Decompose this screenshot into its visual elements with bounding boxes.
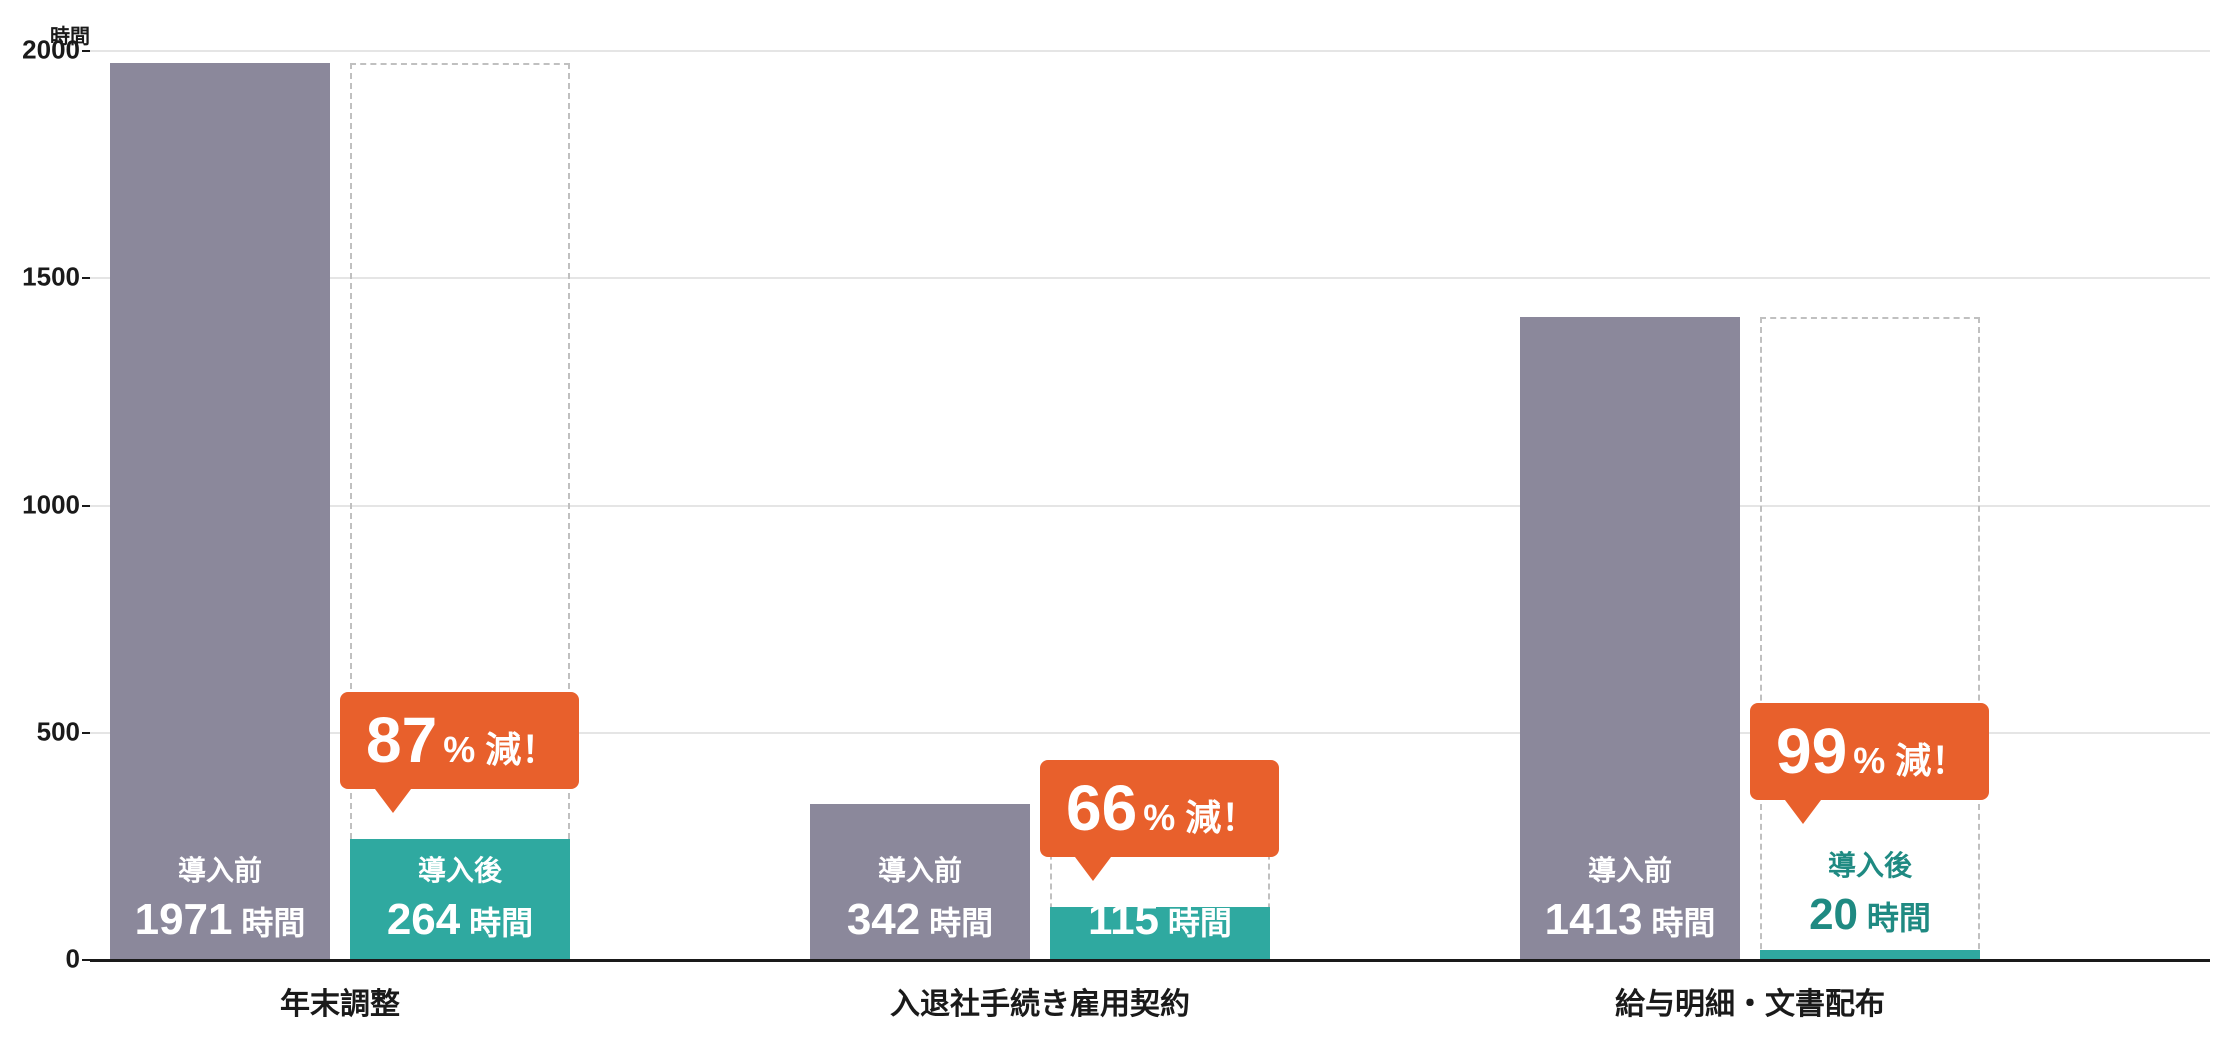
x-axis-label: 給与明細・文書配布 (1520, 979, 1980, 1023)
x-axis-label: 年末調整 (110, 979, 570, 1023)
bar-after-label: 導入後 264 時間 (350, 849, 570, 945)
bar-before-label: 導入前 1971 時間 (110, 849, 330, 945)
y-tick-label: 500 (37, 716, 80, 747)
y-tick-label: 1500 (22, 262, 80, 293)
bar-before-title: 導入前 (110, 849, 330, 889)
bar-before-title: 導入前 (1520, 849, 1740, 889)
bar-before-value: 1413 時間 (1520, 895, 1740, 945)
reduction-callout: 99% 減！ (1750, 703, 1989, 800)
bar-after-value: 20 時間 (1760, 890, 1980, 940)
y-tick-label: 1000 (22, 489, 80, 520)
bar-before-value: 342 時間 (810, 895, 1030, 945)
bar-before-value: 1971 時間 (110, 895, 330, 945)
y-tick-mark (82, 277, 90, 279)
bar-before-title: 導入前 (810, 849, 1030, 889)
plot-area: 0500100015002000導入前1971 時間導入後264 時間87% 減… (90, 50, 2210, 962)
bar-after-value: 115 時間 (1050, 895, 1270, 945)
callout-rest: % 減！ (443, 721, 557, 773)
bar-after-label: 導入後 20 時間 (1760, 844, 1980, 940)
callout-percent: 99 (1776, 719, 1847, 783)
chart-container: 時間 0500100015002000導入前1971 時間導入後264 時間87… (20, 20, 2220, 1032)
callout-percent: 87 (366, 708, 437, 772)
bar-before (110, 63, 330, 959)
callout-percent: 66 (1066, 776, 1137, 840)
callout-tail (1785, 800, 1821, 824)
callout-rest: % 減！ (1853, 732, 1967, 784)
bar-before-label: 導入前 342 時間 (810, 849, 1030, 945)
y-tick-label: 0 (66, 944, 80, 975)
y-tick-mark (82, 959, 90, 961)
bar-after-title: 導入後 (350, 849, 570, 889)
reduction-callout: 87% 減！ (340, 692, 579, 789)
gridline (90, 50, 2210, 52)
y-tick-mark (82, 505, 90, 507)
y-tick-label: 2000 (22, 35, 80, 66)
x-axis-label: 入退社手続き雇用契約 (810, 979, 1270, 1023)
y-tick-mark (82, 732, 90, 734)
bar-after-value: 264 時間 (350, 895, 570, 945)
ghost-bar (350, 63, 570, 959)
bar-after (1760, 950, 1980, 959)
callout-rest: % 減！ (1143, 789, 1257, 841)
bar-after-title: 導入後 (1760, 844, 1980, 884)
callout-tail (1075, 857, 1111, 881)
reduction-callout: 66% 減！ (1040, 760, 1279, 857)
bar-before-label: 導入前 1413 時間 (1520, 849, 1740, 945)
callout-tail (375, 789, 411, 813)
y-tick-mark (82, 50, 90, 52)
